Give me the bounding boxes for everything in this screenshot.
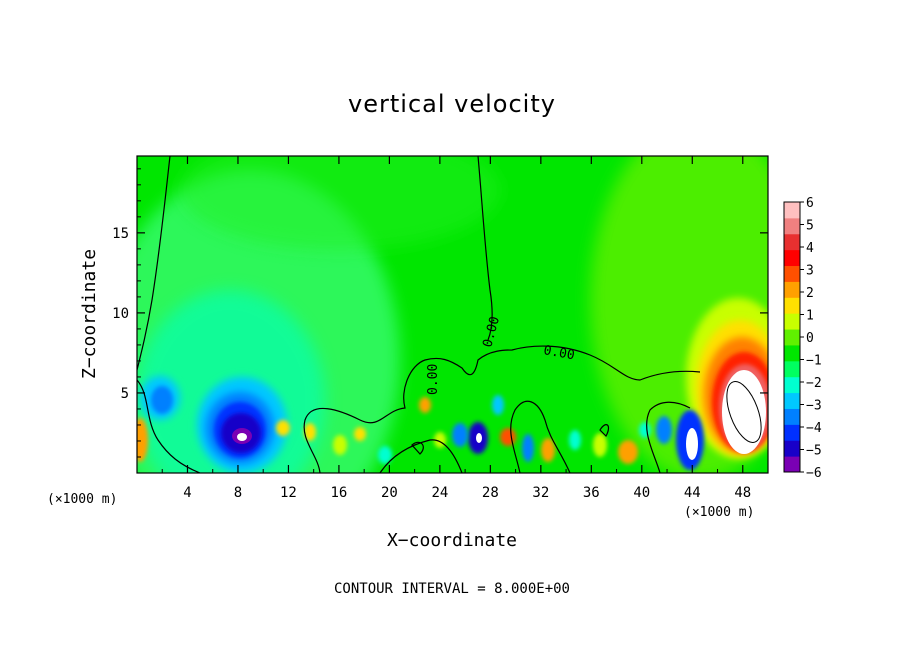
y-tick-label: 10 xyxy=(112,306,129,322)
colorbar-swatch xyxy=(784,233,800,251)
surface-cells xyxy=(137,397,651,464)
colorbar-tick-label: 6 xyxy=(806,196,814,211)
downdraft-left xyxy=(197,377,287,473)
x-tick-label: 24 xyxy=(431,485,448,501)
colorbar: 6 5 4 3 2 1 0 −1 −2 −3 −4 −5 −6 xyxy=(783,196,822,481)
colorbar-swatch xyxy=(784,281,800,298)
colorbar-swatch xyxy=(784,440,800,457)
x-tick-label: 44 xyxy=(684,485,701,501)
downdraft-44 xyxy=(656,410,704,470)
colorbar-swatch xyxy=(784,344,800,362)
colorbar-tick-label: −5 xyxy=(806,444,822,459)
colorbar-swatch xyxy=(784,249,800,267)
colorbar-tick-label: −3 xyxy=(806,399,822,414)
y-tick-label: 15 xyxy=(112,226,129,242)
colorbar-tick-label: −2 xyxy=(806,376,822,391)
colorbar-swatch xyxy=(784,297,800,314)
x-tick-label: 20 xyxy=(381,485,398,501)
plot-frame xyxy=(136,155,769,474)
heatmap-field: 0.00 0.00 0.00 xyxy=(137,156,768,473)
colorbar-swatch xyxy=(784,424,800,441)
colorbar-swatch xyxy=(784,360,800,378)
downdraft-26 xyxy=(452,395,504,454)
x-tick-label: 16 xyxy=(330,485,347,501)
contour-interval-note: CONTOUR INTERVAL = 8.000E+00 xyxy=(334,581,570,597)
contour-label-2: 0.00 xyxy=(542,343,575,363)
x-tick-label: 8 xyxy=(234,485,242,501)
updraft-contour xyxy=(726,381,762,443)
colorbar-tick-label: 2 xyxy=(806,286,814,301)
y-tick-label: 5 xyxy=(121,386,129,402)
x-unit-left: (×1000 m) xyxy=(47,492,117,507)
x-axis-label: X−coordinate xyxy=(387,530,517,551)
zero-contours xyxy=(137,156,701,473)
colorbar-tick-label: 1 xyxy=(806,309,814,324)
x-tick-label: 12 xyxy=(280,485,297,501)
colorbar-swatch xyxy=(784,408,800,425)
x-tick-label: 4 xyxy=(183,485,191,501)
colorbar-tick-label: −6 xyxy=(806,466,822,481)
colorbar-swatch xyxy=(784,265,800,282)
x-axis: 4 8 12 16 20 24 28 32 36 40 44 48 xyxy=(161,156,751,501)
colorbar-swatch xyxy=(784,313,800,330)
updraft-right xyxy=(686,298,768,458)
downdraft-far-left xyxy=(140,376,180,420)
colorbar-swatch xyxy=(784,329,800,346)
colorbar-swatch xyxy=(784,376,800,394)
x-tick-label: 48 xyxy=(734,485,751,501)
colorbar-swatch xyxy=(784,217,800,235)
colorbar-swatch xyxy=(784,392,800,409)
y-axis-label: Z−coordinate xyxy=(79,249,100,379)
colorbar-swatch xyxy=(784,202,800,219)
colorbar-tick-label: 5 xyxy=(806,219,814,234)
colorbar-tick-label: 4 xyxy=(806,241,814,256)
y-axis: 5 10 15 xyxy=(112,168,768,458)
field-upper-green xyxy=(180,156,500,250)
chart-title: vertical velocity xyxy=(348,90,556,118)
colorbar-tick-label: −1 xyxy=(806,354,822,369)
x-tick-label: 40 xyxy=(633,485,650,501)
x-unit-right: (×1000 m) xyxy=(684,505,754,520)
x-tick-label: 28 xyxy=(482,485,499,501)
colorbar-tick-label: 0 xyxy=(806,331,814,346)
colorbar-tick-label: 3 xyxy=(806,264,814,279)
contour-label-3: 0.00 xyxy=(426,364,441,395)
x-tick-label: 36 xyxy=(583,485,600,501)
colorbar-swatch xyxy=(784,456,800,473)
x-tick-label: 32 xyxy=(532,485,549,501)
colorbar-tick-label: −4 xyxy=(806,421,822,436)
